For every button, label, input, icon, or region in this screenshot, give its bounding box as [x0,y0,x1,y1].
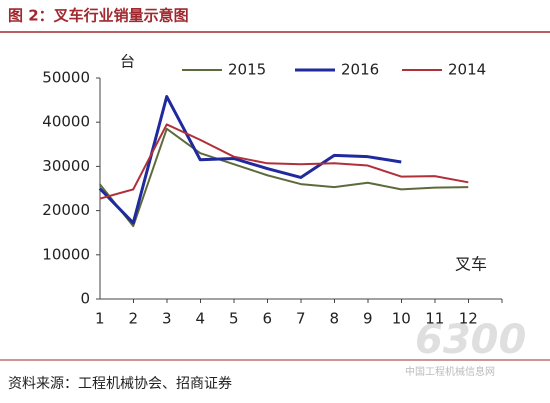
x-tick-label: 7 [296,310,306,328]
x-tick-label: 10 [392,310,411,328]
x-tick-label: 2 [128,310,138,328]
y-unit: 台 [120,53,135,71]
x-tick-label: 4 [195,310,205,328]
x-tick-label: 5 [229,310,239,328]
annotation: 叉车 [455,255,487,274]
legend-label: 2016 [341,61,379,79]
series-line [99,123,469,200]
legend-label: 2014 [448,61,486,79]
y-tick-label: 0 [80,290,90,308]
y-tick-label: 10000 [42,245,90,263]
watermark: 6300 [415,317,526,363]
y-tick-label: 40000 [42,113,90,131]
series-line [98,95,402,225]
x-tick-label: 8 [329,310,339,328]
series-line [98,127,469,228]
x-tick-label: 3 [162,310,172,328]
source: 资料来源：工程机械协会、招商证券 [8,376,232,392]
x-tick-label: 1 [95,310,105,328]
y-tick-label: 20000 [42,201,90,219]
y-tick-label: 30000 [42,157,90,175]
legend-label: 2015 [228,61,266,79]
x-tick-label: 9 [363,310,373,328]
x-tick-label: 6 [262,310,272,328]
watermark-site: 中国工程机械信息网 [405,365,495,378]
x-tick-label: 12 [459,310,478,328]
y-tick-label: 50000 [42,69,90,87]
chart-title: 图 2：叉车行业销量示意图 [8,7,189,25]
x-tick-label: 11 [425,310,444,328]
